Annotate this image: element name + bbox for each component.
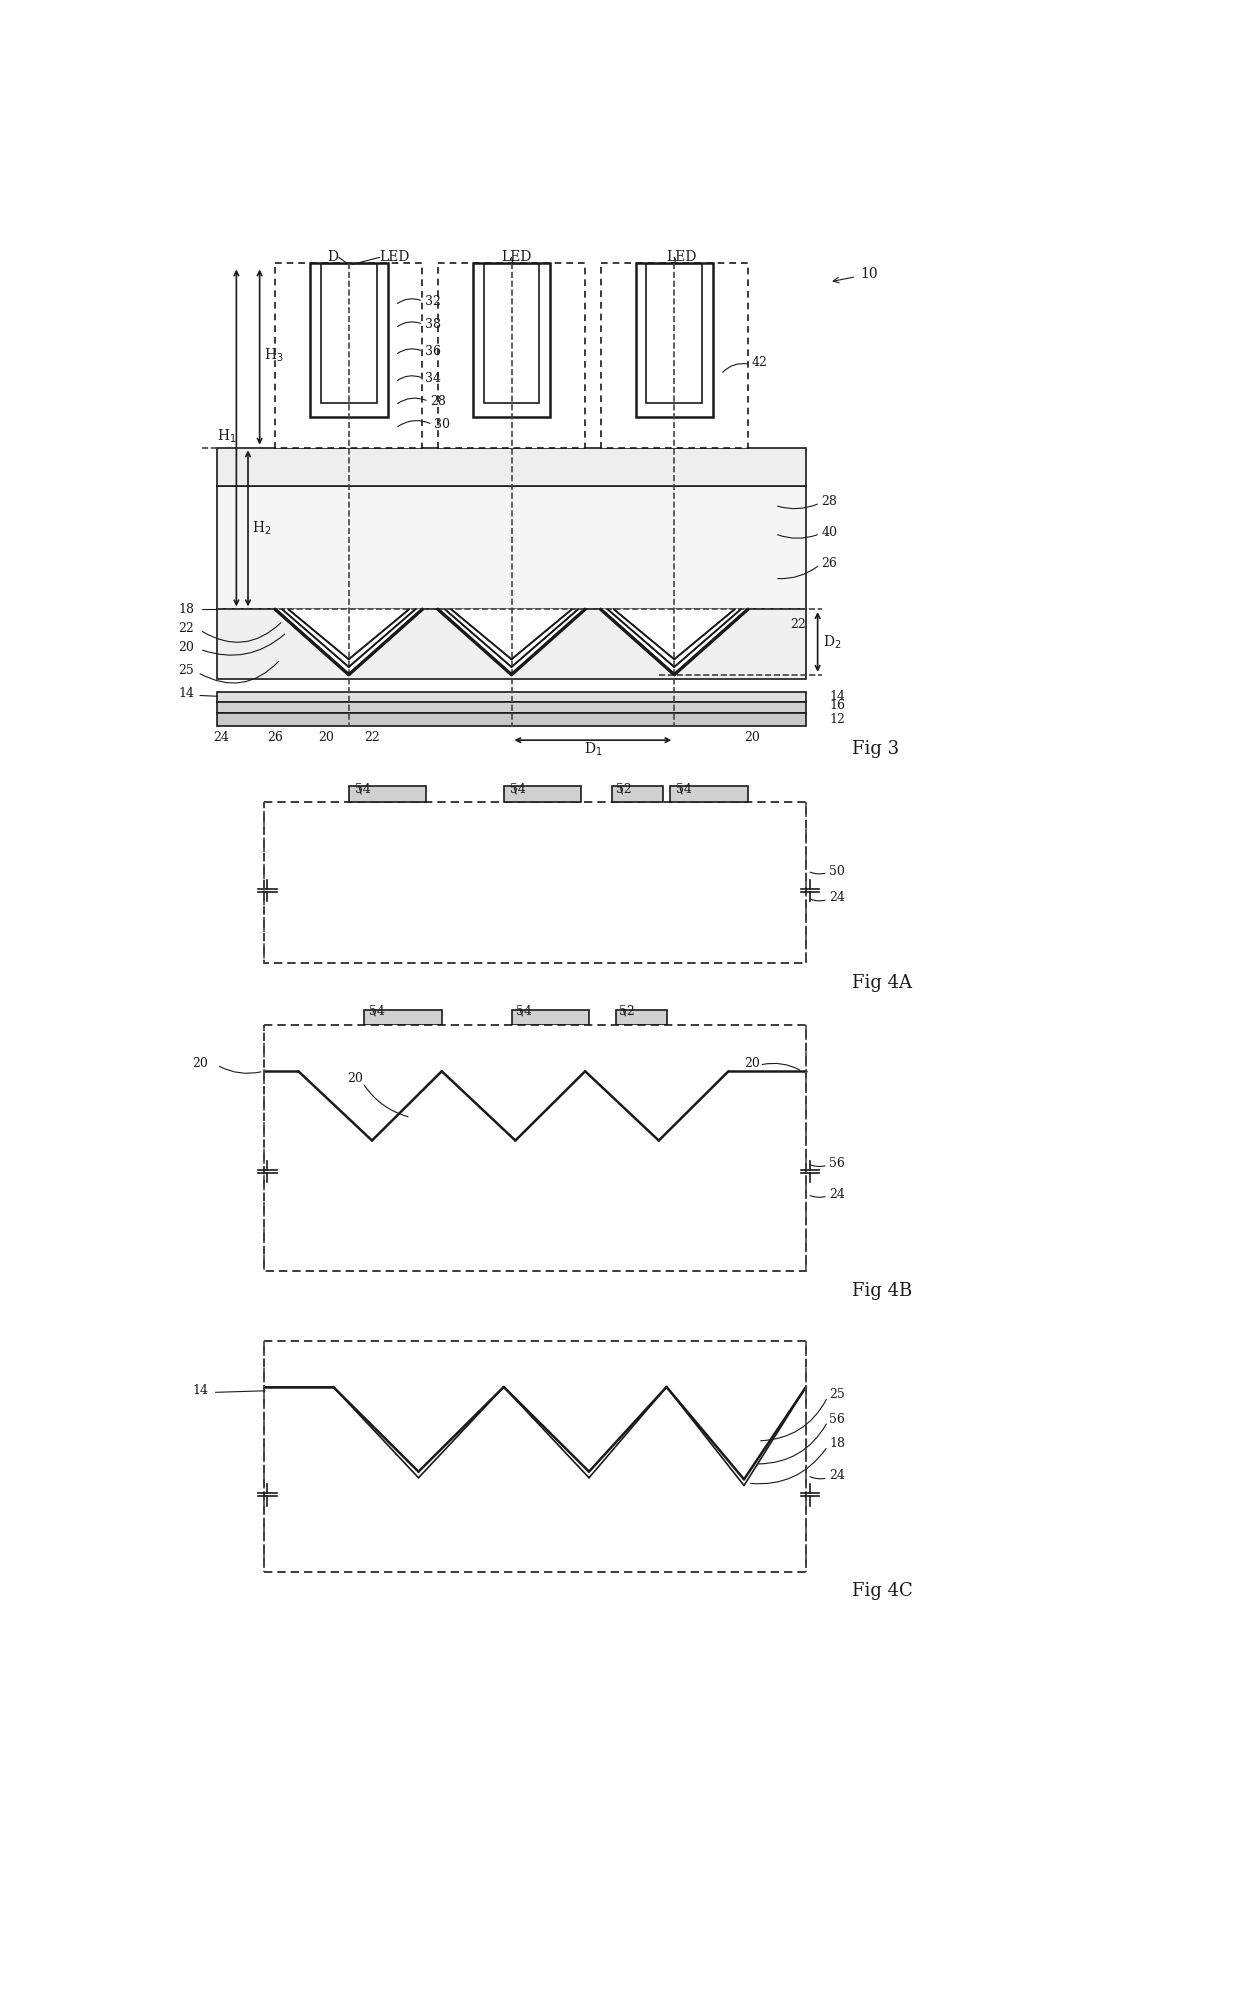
Bar <box>217 609 806 679</box>
Bar <box>438 264 585 447</box>
Text: 20: 20 <box>744 1056 760 1070</box>
Bar <box>600 264 748 447</box>
Text: 54: 54 <box>676 783 692 797</box>
Text: 25: 25 <box>179 665 193 677</box>
Text: 30: 30 <box>434 417 450 431</box>
Bar <box>310 264 387 417</box>
Text: D$_1$: D$_1$ <box>584 741 603 759</box>
Text: 25: 25 <box>830 1388 844 1402</box>
Text: 20: 20 <box>744 731 760 745</box>
Bar <box>635 264 713 417</box>
Text: 10: 10 <box>861 268 878 282</box>
Text: 36: 36 <box>424 345 440 357</box>
Text: H$_2$: H$_2$ <box>252 519 272 537</box>
Polygon shape <box>438 609 585 675</box>
Bar <box>263 1340 806 1572</box>
Bar <box>263 801 806 963</box>
Text: 50: 50 <box>830 865 846 877</box>
Text: 56: 56 <box>830 1156 846 1170</box>
Text: 28: 28 <box>821 495 837 507</box>
Text: 24: 24 <box>213 731 229 745</box>
Text: LED: LED <box>667 250 697 264</box>
Text: 54: 54 <box>370 1004 384 1018</box>
Text: Fig 4A: Fig 4A <box>853 975 913 993</box>
Bar <box>511 1010 589 1024</box>
Bar <box>217 713 806 727</box>
Bar <box>321 264 377 403</box>
Text: D$_2$: D$_2$ <box>823 633 842 651</box>
Text: 22: 22 <box>179 621 193 635</box>
Polygon shape <box>600 609 748 675</box>
Bar <box>217 447 806 485</box>
Text: 40: 40 <box>821 525 837 539</box>
Text: 32: 32 <box>424 296 440 308</box>
Text: 52: 52 <box>616 783 632 797</box>
Text: 42: 42 <box>751 355 768 369</box>
Text: 28: 28 <box>430 395 446 407</box>
Text: 24: 24 <box>830 1470 846 1482</box>
Text: 22: 22 <box>365 731 379 745</box>
Text: 54: 54 <box>355 783 371 797</box>
Bar <box>503 787 582 801</box>
Text: 20: 20 <box>179 641 195 655</box>
Bar <box>484 264 539 403</box>
Bar <box>472 264 551 417</box>
Bar <box>616 1010 667 1024</box>
Text: 12: 12 <box>830 713 846 725</box>
Bar <box>671 787 748 801</box>
Bar <box>217 701 806 713</box>
Text: 16: 16 <box>830 699 846 713</box>
Bar <box>217 693 806 701</box>
Text: Fig 4B: Fig 4B <box>853 1282 913 1300</box>
Bar <box>275 264 423 447</box>
Text: D: D <box>327 250 339 264</box>
Text: 14: 14 <box>830 689 846 703</box>
Text: 54: 54 <box>516 1004 532 1018</box>
Text: 22: 22 <box>791 619 806 631</box>
Text: 20: 20 <box>347 1072 363 1086</box>
Polygon shape <box>275 609 423 675</box>
Text: 24: 24 <box>830 891 846 905</box>
Text: 54: 54 <box>510 783 526 797</box>
Text: LED: LED <box>379 250 410 264</box>
Text: H$_1$: H$_1$ <box>217 427 237 445</box>
Bar <box>365 1010 441 1024</box>
Text: Fig 4C: Fig 4C <box>853 1582 913 1600</box>
Text: 26: 26 <box>821 557 837 569</box>
Text: 24: 24 <box>830 1188 846 1200</box>
Bar <box>263 1024 806 1272</box>
Bar <box>646 264 702 403</box>
Text: 56: 56 <box>830 1412 846 1426</box>
Text: H$_3$: H$_3$ <box>263 345 283 363</box>
Text: 20: 20 <box>192 1056 208 1070</box>
Text: 18: 18 <box>179 603 195 615</box>
Text: LED: LED <box>501 250 532 264</box>
Text: 38: 38 <box>424 318 440 332</box>
Bar <box>348 787 427 801</box>
Text: 18: 18 <box>830 1438 846 1450</box>
Text: 26: 26 <box>268 731 283 745</box>
Text: 14: 14 <box>192 1384 208 1398</box>
Text: 14: 14 <box>179 687 195 701</box>
Text: Fig 3: Fig 3 <box>853 741 900 759</box>
Bar <box>217 485 806 609</box>
Text: 34: 34 <box>424 371 440 385</box>
Text: 20: 20 <box>317 731 334 745</box>
Bar <box>613 787 662 801</box>
Text: 52: 52 <box>619 1004 635 1018</box>
